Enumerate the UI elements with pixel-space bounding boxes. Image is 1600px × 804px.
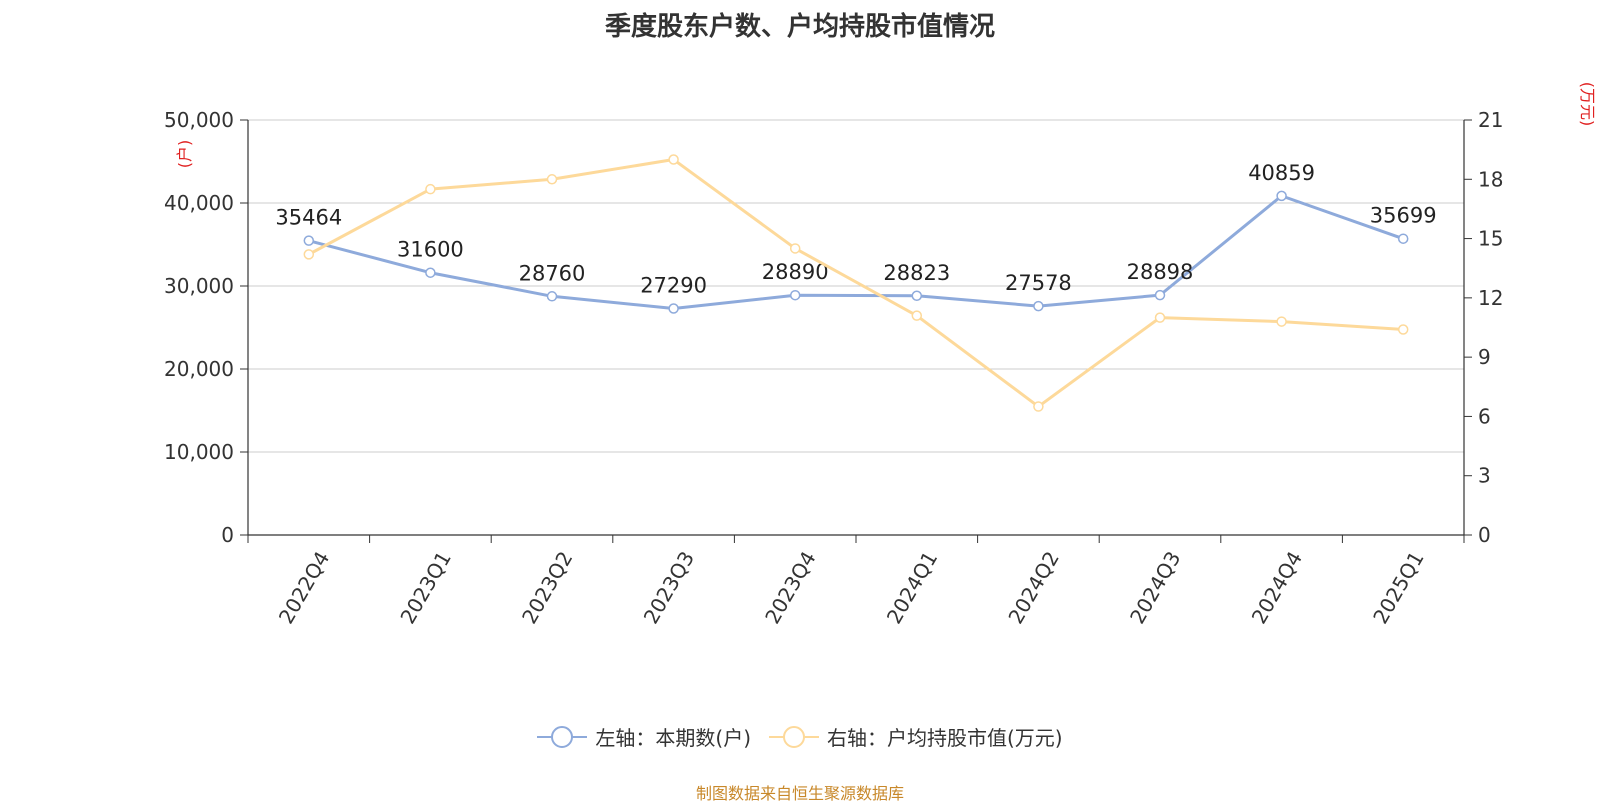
x-tick-label: 2024Q4 (1247, 547, 1307, 628)
series-line-2 (308, 158, 1404, 409)
legend-item-right-series[interactable]: 右轴：户均持股市值(万元) (769, 722, 1063, 751)
x-tick-label: 2025Q1 (1368, 547, 1428, 628)
data-label: 28823 (883, 261, 950, 285)
data-label: 28760 (519, 261, 586, 285)
data-point-series-2 (789, 243, 801, 254)
left-tick-label: 10,000 (164, 440, 234, 464)
right-tick-label: 0 (1478, 523, 1491, 547)
data-point-series-1 (425, 267, 436, 278)
data-point-series-2 (1276, 316, 1287, 327)
right-tick-label: 15 (1478, 227, 1503, 251)
data-point-series-1 (1276, 190, 1287, 202)
right-tick-label: 18 (1478, 167, 1503, 191)
right-tick-label: 3 (1478, 464, 1491, 488)
data-point-series-1 (789, 289, 801, 301)
left-tick-label: 0 (221, 523, 234, 547)
data-point-series-2 (911, 310, 923, 321)
x-tick-label: 2022Q4 (274, 547, 334, 628)
left-tick-label: 40,000 (164, 191, 234, 215)
right-tick-label: 21 (1478, 108, 1503, 132)
legend-label-right-series: 右轴：户均持股市值(万元) (827, 726, 1063, 750)
chart-canvas: 0 10,000 20,000 30,000 40,000 50,000 0 3 6 9 12 15 1… (164, 82, 1597, 628)
data-point-series-2 (546, 174, 558, 185)
data-point-series-2 (425, 183, 436, 195)
data-point-series-2 (1033, 401, 1044, 412)
data-label: 35699 (1370, 204, 1437, 228)
source-note: 制图数据来自恒生聚源数据库 (695, 784, 904, 803)
right-tick-label: 9 (1478, 345, 1491, 369)
data-point-series-1 (668, 303, 679, 314)
legend-item-left-series[interactable]: 左轴：本期数(户) (537, 722, 751, 751)
data-label: 40859 (1248, 161, 1315, 185)
left-tick-label: 50,000 (164, 108, 234, 132)
legend-label-left-series: 左轴：本期数(户) (595, 726, 751, 750)
data-label: 28890 (762, 260, 829, 284)
right-tick-label: 12 (1478, 286, 1503, 310)
chart-title: 季度股东户数、户均持股市值情况 (604, 12, 995, 42)
x-tick-label: 2023Q2 (517, 547, 577, 628)
left-tick-label: 30,000 (164, 274, 234, 298)
data-point-series-1 (1033, 300, 1044, 312)
data-point-series-1 (303, 235, 315, 246)
data-point-series-1 (1154, 289, 1166, 301)
series-line-1 (308, 194, 1404, 310)
data-point-series-1 (546, 291, 558, 302)
data-label: 27578 (1005, 271, 1072, 295)
x-tick-label: 2024Q3 (1125, 547, 1185, 628)
data-point-series-2 (1397, 324, 1409, 335)
x-tick-label: 2024Q1 (882, 547, 942, 628)
x-tick-label: 2023Q3 (639, 547, 699, 628)
data-point-series-2 (303, 249, 315, 260)
x-tick-label: 2024Q2 (1003, 547, 1063, 628)
x-tick-label: 2023Q4 (760, 547, 820, 628)
data-point-series-1 (1397, 233, 1409, 244)
data-label: 27290 (640, 273, 707, 297)
left-axis-label: (户) (175, 140, 194, 169)
left-tick-label: 20,000 (164, 357, 234, 381)
x-tick-label: 2023Q1 (395, 547, 455, 628)
legend: 左轴：本期数(户) 右轴：户均持股市值(万元) (0, 722, 1600, 751)
data-point-series-2 (1154, 312, 1166, 323)
data-label: 31600 (397, 238, 464, 262)
data-label: 35464 (275, 206, 342, 230)
legend-marker-left-icon (537, 725, 588, 748)
right-tick-label: 6 (1478, 404, 1491, 428)
data-point-series-2 (668, 154, 679, 165)
legend-marker-right-icon (769, 725, 819, 748)
data-point-series-1 (911, 290, 923, 302)
data-label: 28898 (1127, 260, 1194, 284)
right-axis-label: (万元) (1578, 82, 1597, 127)
